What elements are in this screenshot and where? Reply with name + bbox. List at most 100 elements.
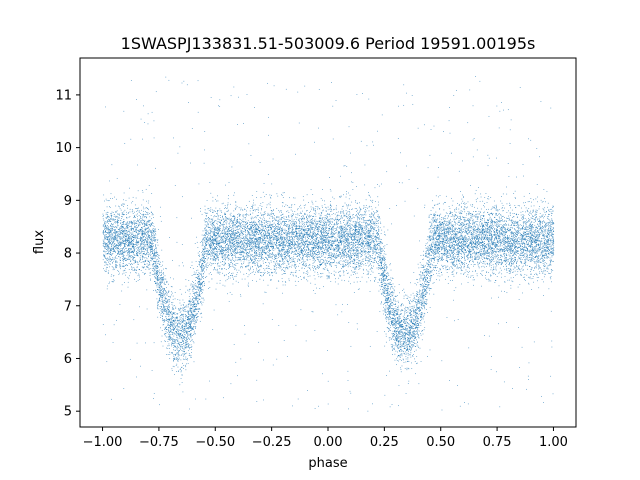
data-point bbox=[191, 310, 192, 312]
data-point bbox=[190, 326, 192, 328]
data-point bbox=[426, 247, 427, 249]
data-point bbox=[219, 247, 221, 248]
data-point bbox=[122, 242, 124, 244]
data-point bbox=[440, 268, 441, 270]
data-point bbox=[325, 242, 327, 243]
data-point bbox=[412, 292, 414, 294]
data-point bbox=[148, 254, 150, 256]
data-point bbox=[266, 234, 268, 236]
data-point bbox=[470, 254, 471, 256]
data-point bbox=[470, 238, 472, 239]
data-point bbox=[357, 288, 359, 290]
data-point bbox=[268, 239, 270, 241]
data-point bbox=[438, 222, 440, 223]
data-point bbox=[261, 220, 263, 222]
data-point bbox=[500, 243, 502, 245]
data-point bbox=[331, 228, 333, 230]
data-point bbox=[260, 228, 262, 230]
data-point bbox=[288, 261, 289, 262]
data-point bbox=[165, 299, 167, 301]
data-point bbox=[237, 249, 239, 251]
data-point bbox=[374, 248, 376, 250]
data-point bbox=[232, 257, 234, 259]
data-point bbox=[262, 240, 263, 241]
data-point bbox=[207, 230, 209, 232]
data-point bbox=[406, 328, 408, 329]
data-point bbox=[459, 230, 461, 231]
data-point bbox=[114, 229, 115, 231]
data-point bbox=[335, 256, 337, 258]
data-point bbox=[233, 222, 235, 224]
data-point bbox=[497, 254, 499, 255]
data-point bbox=[359, 260, 361, 262]
data-point bbox=[265, 224, 267, 226]
data-point bbox=[544, 229, 545, 231]
data-point bbox=[128, 237, 130, 239]
data-point bbox=[487, 263, 488, 264]
data-point bbox=[527, 233, 528, 235]
data-point bbox=[385, 310, 387, 312]
data-point bbox=[232, 283, 234, 285]
data-point bbox=[509, 258, 511, 260]
data-point bbox=[114, 196, 115, 198]
data-point bbox=[280, 254, 282, 256]
data-point bbox=[484, 249, 485, 250]
data-point bbox=[290, 222, 291, 224]
data-point bbox=[193, 332, 195, 334]
data-point bbox=[461, 250, 463, 252]
data-point bbox=[146, 224, 148, 226]
data-point bbox=[367, 230, 368, 232]
data-point bbox=[524, 229, 526, 230]
data-point bbox=[291, 226, 293, 228]
data-point bbox=[394, 314, 396, 316]
data-point bbox=[432, 200, 433, 202]
data-point bbox=[207, 223, 208, 225]
data-point bbox=[467, 266, 469, 268]
data-point bbox=[277, 237, 279, 238]
data-point bbox=[425, 280, 426, 282]
data-point bbox=[467, 219, 469, 221]
data-point bbox=[512, 243, 514, 244]
data-point bbox=[161, 281, 163, 283]
data-point bbox=[505, 239, 506, 240]
data-point bbox=[312, 218, 313, 219]
data-point bbox=[414, 282, 416, 284]
data-point bbox=[412, 339, 414, 341]
data-point bbox=[367, 241, 368, 243]
data-point bbox=[400, 305, 402, 307]
data-point bbox=[341, 242, 343, 243]
data-point bbox=[234, 240, 236, 242]
data-point bbox=[485, 232, 487, 234]
data-point bbox=[457, 215, 458, 217]
data-point bbox=[340, 244, 342, 246]
data-point bbox=[263, 268, 265, 269]
data-point bbox=[533, 237, 535, 239]
data-point bbox=[445, 238, 447, 240]
data-point bbox=[152, 252, 153, 253]
data-point bbox=[229, 263, 231, 265]
data-point bbox=[127, 239, 128, 241]
data-point bbox=[306, 264, 307, 266]
data-point bbox=[530, 244, 532, 246]
data-point bbox=[393, 297, 394, 299]
data-point bbox=[397, 317, 398, 318]
data-point bbox=[172, 327, 174, 329]
data-point bbox=[474, 279, 475, 281]
data-point bbox=[167, 307, 169, 309]
data-point bbox=[553, 222, 555, 224]
data-point bbox=[139, 250, 141, 252]
data-point bbox=[449, 239, 451, 240]
data-point bbox=[497, 233, 498, 234]
data-point bbox=[144, 263, 145, 265]
data-point bbox=[307, 248, 309, 250]
data-point bbox=[123, 237, 125, 238]
data-point bbox=[478, 251, 480, 253]
data-point bbox=[274, 269, 275, 270]
data-point bbox=[289, 259, 291, 261]
data-point bbox=[326, 223, 328, 225]
data-point bbox=[347, 205, 349, 207]
data-point bbox=[500, 224, 502, 226]
data-point bbox=[157, 277, 159, 279]
data-point bbox=[230, 236, 232, 237]
data-point bbox=[115, 235, 116, 237]
